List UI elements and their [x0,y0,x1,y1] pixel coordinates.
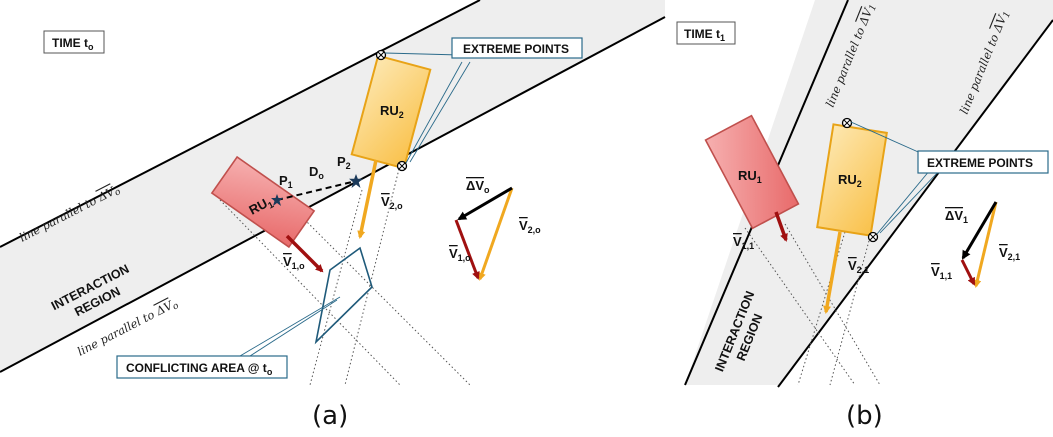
extreme-points-label: EXTREME POINTS [463,42,569,56]
time-label: TIME to [52,36,94,52]
projection-lines [744,223,881,386]
triangle-v2o-arrow [478,187,514,281]
triangle-v2o-label: V2,o [519,218,541,235]
conflicting-area-callout-line [239,296,341,357]
panel-b: TIME t1 EXTREME POINTS line parallel to … [676,0,1053,431]
distance-d0-line [276,180,357,201]
v21-arrow [823,231,842,314]
v1o-arrow [285,234,324,273]
extreme-point-icon [396,160,408,172]
triangle-v21-label: V2,1 [999,245,1020,262]
ru1-label: RU1 [738,168,762,185]
band-lower-edge [0,16,666,373]
v11-arrow [774,211,788,242]
extreme-point-icon [867,231,879,243]
p1-label: P1 [279,173,293,190]
triangle-v11-label: V1,1 [931,264,952,281]
d0-label: Do [309,164,324,181]
extreme-points-callout-lines [384,52,471,164]
triangle-v1o-label: V1,o [449,246,471,263]
panel-a: TIME to EXTREME POINTS CONFLICTING AREA … [0,0,666,431]
conflicting-area-shape [314,246,373,345]
triangle-dv1-arrow [961,201,998,260]
delta-v-symbol: ΔV [990,12,1010,35]
delta-v-symbol: ΔV [856,5,876,28]
v11-label: V1,1 [733,234,754,251]
caption-a: (a) [312,401,348,431]
caption-b: (b) [846,401,883,431]
interaction-region-band [0,0,665,372]
ru1-vehicle [704,114,800,230]
band-upper-edge [0,0,481,248]
conflicting-area-box [116,355,288,379]
time-label: TIME t1 [684,27,725,43]
time-box [676,21,736,45]
ru2-label: RU2 [838,172,862,189]
v21-label: V2,1 [848,258,869,275]
v2o-arrow [357,159,378,239]
extreme-point-icon [841,117,853,129]
conflicting-area-label: CONFLICTING AREA @ to [126,361,273,377]
triangle-dv-arrow [457,186,513,221]
v2o-label: V2,o [381,194,403,211]
extreme-points-callout-lines [850,121,941,235]
triangle-dv-label: ΔVo [466,178,490,195]
ru1-vehicle [210,155,316,249]
p2-marker-icon [349,174,363,188]
p1-marker-icon [271,194,283,206]
extreme-points-box [917,150,1049,174]
projection-lines [219,164,471,386]
ru2-vehicle [350,54,432,170]
v1o-label: V1,o [283,254,305,271]
triangle-v21-arrow [973,201,998,288]
triangle-v11-arrow [960,259,976,286]
extreme-points-box [451,37,583,59]
triangle-v1o-arrow [454,219,480,280]
band-right-edge [777,19,1053,388]
extreme-point-icon [375,49,387,61]
p2-label: P2 [337,154,351,171]
ru2-vehicle [816,123,888,237]
triangle-dv1-label: ΔV1 [945,208,968,225]
ru2-label: RU2 [380,103,404,120]
conflicting-area-callout-line [249,299,338,357]
time-box [43,30,105,54]
extreme-points-label: EXTREME POINTS [927,156,1033,170]
